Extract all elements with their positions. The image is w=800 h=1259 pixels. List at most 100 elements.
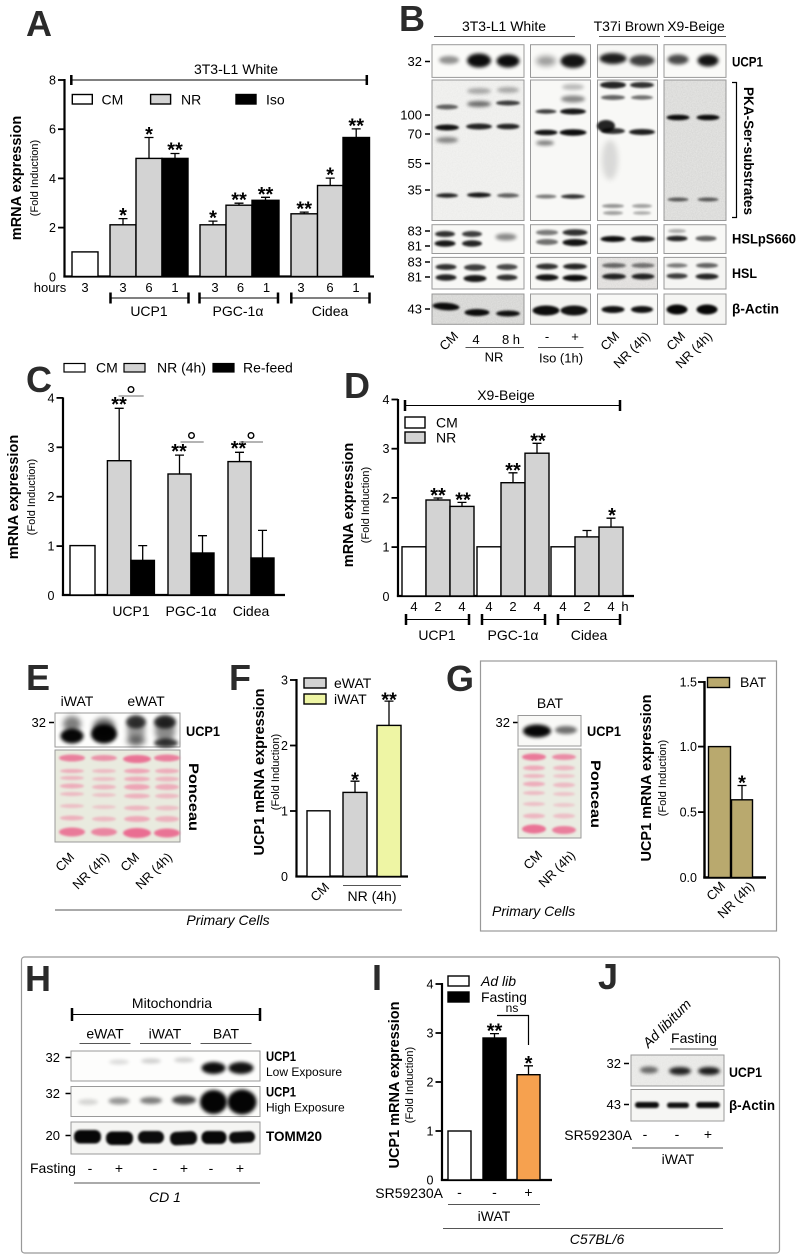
svg-text:3: 3 xyxy=(427,1027,434,1041)
svg-text:+: + xyxy=(524,1184,532,1200)
svg-text:Re-feed: Re-feed xyxy=(243,360,293,376)
svg-text:2: 2 xyxy=(48,490,55,504)
svg-text:BAT: BAT xyxy=(740,674,767,690)
svg-text:4: 4 xyxy=(49,172,56,186)
svg-text:PKA-Ser-substrates: PKA-Ser-substrates xyxy=(741,87,757,215)
svg-text:3: 3 xyxy=(81,280,88,295)
svg-text:Cidea: Cidea xyxy=(571,627,608,643)
svg-text:H: H xyxy=(25,958,51,999)
svg-text:mRNA expression: mRNA expression xyxy=(9,116,25,240)
svg-text:*: * xyxy=(119,205,127,227)
svg-text:*: * xyxy=(608,505,616,527)
svg-text:0: 0 xyxy=(281,870,288,884)
svg-text:83: 83 xyxy=(408,224,422,239)
svg-text:*: * xyxy=(326,165,334,187)
svg-text:UCP1: UCP1 xyxy=(266,1048,296,1064)
svg-text:HSLpS660: HSLpS660 xyxy=(732,231,796,247)
svg-text:J: J xyxy=(598,956,618,997)
svg-text:Ponceau: Ponceau xyxy=(186,763,202,831)
svg-text:SR59230A: SR59230A xyxy=(564,1127,632,1143)
svg-text:UCP1: UCP1 xyxy=(729,1064,762,1080)
svg-text:CD 1: CD 1 xyxy=(149,1189,181,1205)
svg-text:81: 81 xyxy=(408,239,422,254)
svg-text:UCP1: UCP1 xyxy=(130,303,168,319)
svg-text:iWAT: iWAT xyxy=(478,1208,511,1224)
svg-text:1: 1 xyxy=(263,280,270,295)
svg-text:Low Exposure: Low Exposure xyxy=(266,1065,342,1079)
svg-text:4: 4 xyxy=(427,978,434,992)
svg-text:32: 32 xyxy=(607,1056,621,1071)
svg-text:0.5: 0.5 xyxy=(680,806,697,820)
svg-text:iWAT: iWAT xyxy=(662,1151,695,1167)
svg-text:32: 32 xyxy=(496,715,510,730)
svg-text:6: 6 xyxy=(237,280,244,295)
svg-text:TOMM20: TOMM20 xyxy=(266,1128,322,1144)
svg-text:-: - xyxy=(492,1184,497,1200)
svg-text:-: - xyxy=(153,1160,158,1176)
svg-text:UCP1 mRNA expression: UCP1 mRNA expression xyxy=(639,694,655,861)
svg-text:-: - xyxy=(457,1184,462,1200)
svg-text:**: ** xyxy=(231,190,247,212)
svg-text:NR: NR xyxy=(485,350,504,365)
svg-text:6: 6 xyxy=(145,280,152,295)
svg-text:1.5: 1.5 xyxy=(680,676,697,690)
svg-text:E: E xyxy=(26,657,50,698)
svg-text:1: 1 xyxy=(48,540,55,554)
svg-text:2: 2 xyxy=(383,491,390,505)
svg-text:2: 2 xyxy=(427,1076,434,1090)
svg-text:UCP1: UCP1 xyxy=(587,723,621,739)
svg-text:PGC-1α: PGC-1α xyxy=(166,603,217,619)
svg-text:CM: CM xyxy=(102,92,124,108)
svg-text:8: 8 xyxy=(49,74,56,88)
svg-text:mRNA expression: mRNA expression xyxy=(341,443,357,567)
svg-text:Ponceau: Ponceau xyxy=(588,760,604,828)
svg-text:iWAT: iWAT xyxy=(61,693,94,709)
svg-text:4: 4 xyxy=(48,391,55,405)
svg-text:+: + xyxy=(571,329,579,344)
svg-text:UCP1 mRNA expression: UCP1 mRNA expression xyxy=(387,1001,403,1168)
svg-text:0: 0 xyxy=(383,590,390,604)
svg-text:CM: CM xyxy=(436,415,458,431)
svg-text:Mitochondria: Mitochondria xyxy=(132,995,212,1011)
svg-text:X9-Beige: X9-Beige xyxy=(477,387,535,403)
svg-text:0: 0 xyxy=(48,589,55,603)
svg-text:+: + xyxy=(115,1160,123,1176)
svg-text:32: 32 xyxy=(32,715,46,730)
svg-text:C57BL/6: C57BL/6 xyxy=(570,1231,625,1247)
svg-text:1: 1 xyxy=(383,541,390,555)
svg-text:3: 3 xyxy=(48,441,55,455)
svg-text:6: 6 xyxy=(49,123,56,137)
svg-text:C: C xyxy=(26,359,52,400)
svg-text:+: + xyxy=(704,1126,712,1142)
svg-text:43: 43 xyxy=(607,1097,621,1112)
svg-text:3: 3 xyxy=(119,280,126,295)
svg-text:β-Actin: β-Actin xyxy=(729,1097,775,1113)
svg-text:3T3-L1 White: 3T3-L1 White xyxy=(194,61,278,77)
svg-text:4: 4 xyxy=(410,599,417,614)
svg-text:2: 2 xyxy=(509,599,516,614)
svg-text:83: 83 xyxy=(408,255,422,270)
svg-text:2: 2 xyxy=(434,599,441,614)
svg-text:A: A xyxy=(26,3,52,44)
svg-text:UCP1 mRNA expression: UCP1 mRNA expression xyxy=(252,688,268,855)
svg-text:*: * xyxy=(525,1053,533,1075)
svg-text:1: 1 xyxy=(427,1125,434,1139)
svg-text:1.0: 1.0 xyxy=(680,740,697,754)
svg-text:(Fold Induction): (Fold Induction) xyxy=(26,459,38,535)
svg-text:1: 1 xyxy=(281,805,288,819)
svg-text:UCP1: UCP1 xyxy=(732,54,763,70)
svg-text:NR: NR xyxy=(181,92,201,108)
svg-text:6: 6 xyxy=(326,280,333,295)
svg-text:F: F xyxy=(229,657,251,698)
svg-text:+: + xyxy=(236,1160,244,1176)
svg-text:(Fold Induction): (Fold Induction) xyxy=(29,140,41,216)
svg-text:4: 4 xyxy=(472,332,479,347)
svg-text:3: 3 xyxy=(383,442,390,456)
svg-text:-: - xyxy=(545,329,549,344)
svg-text:3T3-L1 White: 3T3-L1 White xyxy=(462,18,546,34)
svg-text:(Fold Induction): (Fold Induction) xyxy=(404,1047,416,1123)
svg-text:**: ** xyxy=(505,460,521,482)
svg-text:B: B xyxy=(399,0,425,39)
svg-text:*: * xyxy=(209,208,217,230)
svg-text:HSL: HSL xyxy=(732,265,757,281)
